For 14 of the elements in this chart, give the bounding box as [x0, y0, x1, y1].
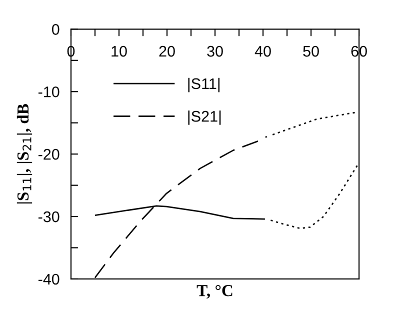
x-tick-label: 20 — [159, 46, 175, 57]
y-axis-title: |S$_{11}$|, |S$_{21}$|, dB — [16, 104, 32, 204]
x-tick-label: 10 — [112, 46, 127, 57]
x-axis-title: T, °C — [196, 285, 232, 299]
y-tick-label: 0 — [52, 24, 60, 35]
x-tick-label: 40 — [254, 46, 271, 57]
x-tick-label: 30 — [207, 46, 223, 57]
x-tick-label: 50 — [303, 46, 319, 57]
legend-label: |S11| — [188, 78, 220, 92]
y-tick-label: -30 — [38, 211, 60, 222]
legend-label: |S21| — [188, 110, 221, 125]
y-tick-label: -40 — [38, 274, 60, 285]
y-tick-label: -20 — [38, 148, 60, 160]
y-tick-label: -10 — [38, 86, 60, 98]
